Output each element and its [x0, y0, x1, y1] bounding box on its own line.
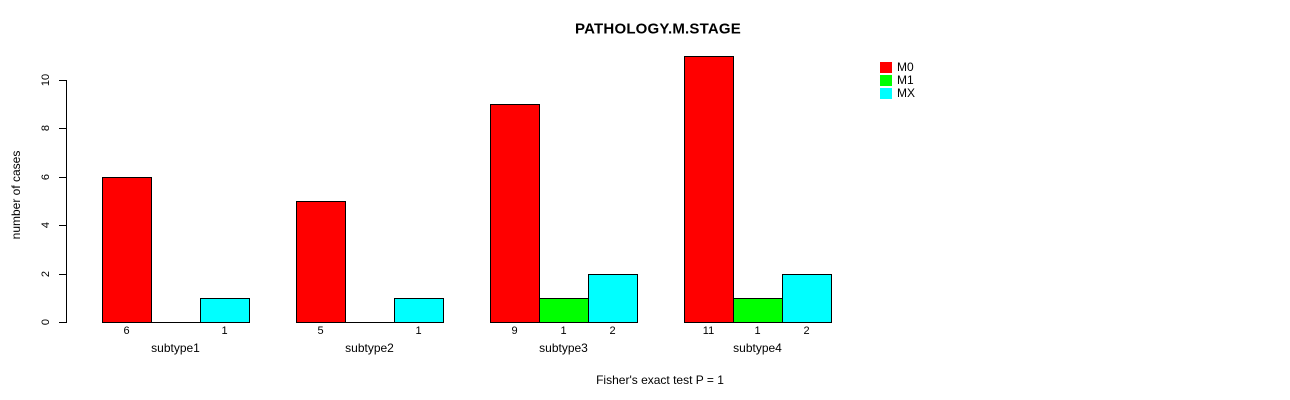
legend: M0 M1 MX	[880, 60, 915, 100]
bar-m0-subtype2	[296, 201, 346, 323]
bar-mx-subtype2	[394, 298, 444, 323]
bar-value-label: 1	[560, 325, 567, 337]
y-tick	[59, 80, 66, 81]
y-tick	[59, 322, 66, 323]
bar-mx-subtype3	[588, 274, 638, 323]
group-baseline	[296, 322, 444, 323]
bar-m0-subtype3	[490, 104, 540, 323]
y-tick	[59, 176, 66, 178]
y-tick-label: 2	[40, 270, 52, 277]
legend-swatch-m0	[880, 62, 892, 73]
bar-value-label: 11	[702, 325, 715, 337]
y-axis-line	[66, 80, 67, 323]
category-label: subtype3	[539, 341, 588, 355]
y-tick	[59, 128, 66, 130]
bar-mx-subtype1	[200, 298, 250, 323]
bar-value-label: 2	[803, 325, 810, 337]
y-tick-label: 8	[40, 125, 52, 132]
bar-m0-subtype1	[102, 177, 152, 323]
y-tick	[59, 273, 66, 275]
bar-value-label: 1	[415, 325, 422, 337]
legend-item-mx: MX	[880, 86, 915, 100]
legend-label: M1	[897, 73, 914, 87]
legend-swatch-m1	[880, 75, 892, 86]
y-tick-label: 0	[40, 318, 52, 326]
legend-label: MX	[897, 86, 915, 100]
legend-label: M0	[897, 60, 914, 74]
legend-swatch-mx	[880, 88, 892, 99]
chart-title: PATHOLOGY.M.STAGE	[575, 20, 741, 38]
bar-value-label: 6	[123, 325, 130, 337]
x-axis-caption: Fisher's exact test P = 1	[596, 373, 724, 387]
legend-item-m0: M0	[880, 60, 915, 74]
bar-m1-subtype4	[733, 298, 783, 323]
bar-m0-subtype4	[684, 56, 734, 323]
legend-item-m1: M1	[880, 73, 915, 87]
y-tick-label: 6	[40, 173, 52, 180]
category-label: subtype4	[733, 341, 782, 355]
bar-value-label: 1	[221, 325, 228, 337]
y-tick	[59, 225, 66, 227]
bar-m1-subtype3	[539, 298, 589, 323]
bar-value-label: 1	[754, 325, 761, 337]
category-label: subtype1	[151, 341, 200, 355]
y-axis-label: number of cases	[9, 150, 23, 240]
y-tick-label: 10	[40, 73, 52, 87]
category-label: subtype2	[345, 341, 394, 355]
bar-value-label: 5	[317, 325, 324, 337]
bar-mx-subtype4	[782, 274, 832, 323]
y-tick-label: 4	[40, 222, 52, 229]
bar-value-label: 2	[609, 325, 616, 337]
group-baseline	[102, 322, 250, 323]
bar-value-label: 9	[511, 325, 518, 337]
